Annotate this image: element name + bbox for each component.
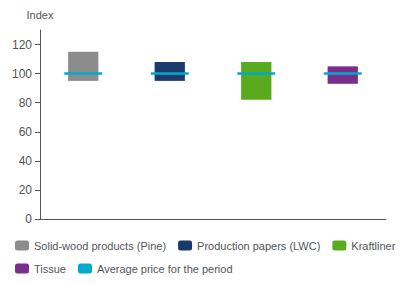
svg-text:20: 20 [19, 183, 33, 197]
svg-text:120: 120 [12, 38, 32, 52]
svg-text:Kraftliner: Kraftliner [351, 240, 395, 252]
svg-text:Tissue: Tissue [34, 263, 66, 275]
svg-text:Solid-wood products (Pine): Solid-wood products (Pine) [34, 240, 166, 252]
svg-text:Average price for the period: Average price for the period [97, 263, 233, 275]
svg-text:40: 40 [19, 154, 33, 168]
svg-text:0: 0 [25, 212, 32, 226]
svg-text:100: 100 [12, 67, 32, 81]
svg-text:Production papers (LWC): Production papers (LWC) [197, 240, 320, 252]
svg-text:Index: Index [27, 9, 54, 21]
svg-text:80: 80 [19, 96, 33, 110]
svg-text:60: 60 [19, 125, 33, 139]
